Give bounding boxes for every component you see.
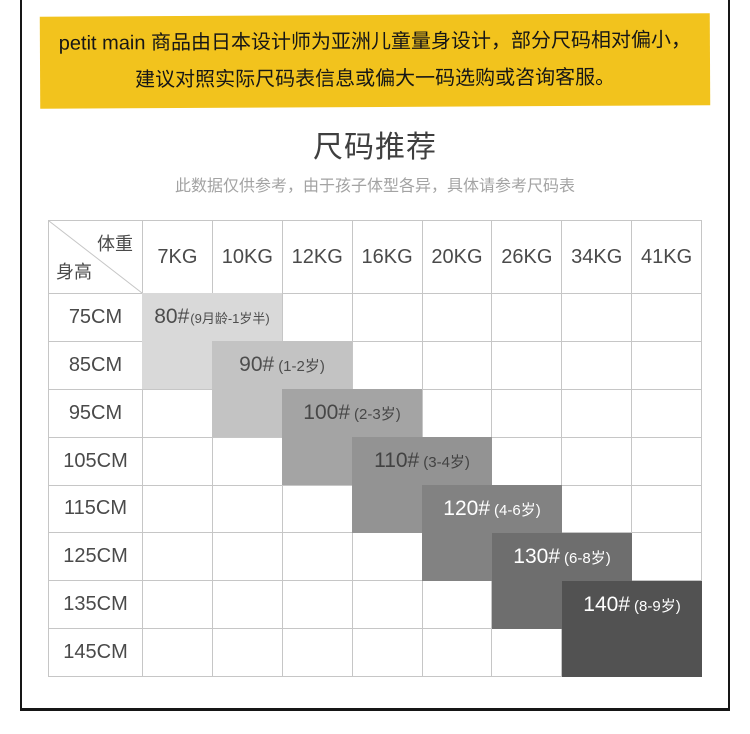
weight-header: 12KG: [282, 221, 353, 294]
notice-line-2: 建议对照实际尺码表信息或偏大一码选购或咨询客服。: [135, 66, 616, 92]
table-cell: [632, 437, 702, 486]
table-cell: [212, 389, 283, 438]
corner-diagonal-line: [49, 221, 142, 293]
table-cell: [282, 581, 353, 630]
weight-header: 26KG: [492, 221, 563, 294]
table-cell: [212, 629, 283, 677]
table-cell: [492, 533, 563, 582]
table-cell: [632, 341, 702, 390]
table-cell: [492, 389, 563, 438]
table-cell: [632, 485, 702, 534]
table-corner-cell: 体重 身高: [49, 221, 143, 294]
size-table: 体重 身高 7KG 10KG 12KG 16KG 20KG 26KG 34KG 41KG 75CM 8…: [48, 220, 702, 677]
table-cell: [562, 485, 633, 534]
table-cell: [282, 533, 353, 582]
weight-header: 34KG: [562, 221, 633, 294]
page-border-frame: [20, 0, 730, 711]
table-cell: [143, 294, 213, 342]
table-cell: [282, 294, 353, 342]
section-title: 尺码推荐: [313, 131, 437, 164]
table-cell: [562, 581, 633, 630]
table-cell: [422, 485, 493, 534]
table-cell: [352, 389, 423, 438]
table-cell: [492, 485, 563, 534]
table-cell: [352, 581, 423, 630]
height-row-label: 135CM: [49, 581, 143, 630]
table-cell: [143, 533, 213, 582]
height-row-label: 125CM: [49, 533, 143, 582]
table-cell: [422, 389, 493, 438]
table-cell: [352, 629, 423, 677]
table-cell: [422, 629, 493, 677]
table-cell: [352, 533, 423, 582]
table-cell: [632, 533, 702, 582]
table-cell: [562, 533, 633, 582]
table-cell: [422, 437, 493, 486]
table-cell: [632, 581, 702, 630]
height-row-label: 145CM: [49, 629, 143, 677]
table-cell: [212, 437, 283, 486]
table-cell: [282, 437, 353, 486]
table-cell: [143, 437, 213, 486]
height-row-label: 85CM: [49, 341, 143, 390]
section-subtitle: 此数据仅供参考，由于孩子体型各异，具体请参考尺码表: [174, 178, 575, 195]
height-row-label: 95CM: [49, 389, 143, 438]
size-table-grid: 体重 身高 7KG 10KG 12KG 16KG 20KG 26KG 34KG 41KG 75CM 8…: [48, 220, 702, 677]
table-cell: [143, 629, 213, 677]
weight-header: 7KG: [143, 221, 213, 294]
corner-label-weight: 体重: [97, 234, 133, 254]
table-cell: [212, 294, 283, 342]
table-cell: [352, 485, 423, 534]
table-cell: [352, 341, 423, 390]
weight-header: 41KG: [632, 221, 702, 294]
table-cell: [422, 294, 493, 342]
table-cell: [212, 533, 283, 582]
table-cell: [352, 437, 423, 486]
table-cell: [562, 629, 633, 677]
weight-header: 10KG: [212, 221, 283, 294]
corner-label-height: 身高: [56, 262, 92, 282]
table-cell: [143, 341, 213, 390]
notice-banner: petit main 商品由日本设计师为亚洲儿童量身设计，部分尺码相对偏小， 建…: [39, 13, 711, 109]
table-cell: [492, 581, 563, 630]
table-cell: [212, 341, 283, 390]
table-cell: [282, 629, 353, 677]
table-cell: [422, 581, 493, 630]
table-cell: [632, 629, 702, 677]
table-cell: [492, 437, 563, 486]
table-cell: [492, 629, 563, 677]
table-cell: [422, 341, 493, 390]
height-row-label: 75CM: [49, 294, 143, 342]
table-cell: [632, 389, 702, 438]
table-cell: [562, 389, 633, 438]
weight-header: 16KG: [352, 221, 423, 294]
table-cell: [143, 389, 213, 438]
table-cell: [282, 485, 353, 534]
height-row-label: 105CM: [49, 437, 143, 486]
height-row-label: 115CM: [49, 485, 143, 534]
table-cell: [212, 485, 283, 534]
table-cell: [143, 581, 213, 630]
table-cell: [422, 533, 493, 582]
table-cell: [562, 437, 633, 486]
table-cell: [562, 294, 633, 342]
notice-line-1: petit main 商品由日本设计师为亚洲儿童量身设计，部分尺码相对偏小，: [58, 29, 692, 55]
table-cell: [212, 581, 283, 630]
table-cell: [492, 294, 563, 342]
table-cell: [352, 294, 423, 342]
table-cell: [492, 341, 563, 390]
table-cell: [143, 485, 213, 534]
table-cell: [632, 294, 702, 342]
table-cell: [562, 341, 633, 390]
table-cell: [282, 341, 353, 390]
table-cell: [282, 389, 353, 438]
weight-header: 20KG: [422, 221, 493, 294]
